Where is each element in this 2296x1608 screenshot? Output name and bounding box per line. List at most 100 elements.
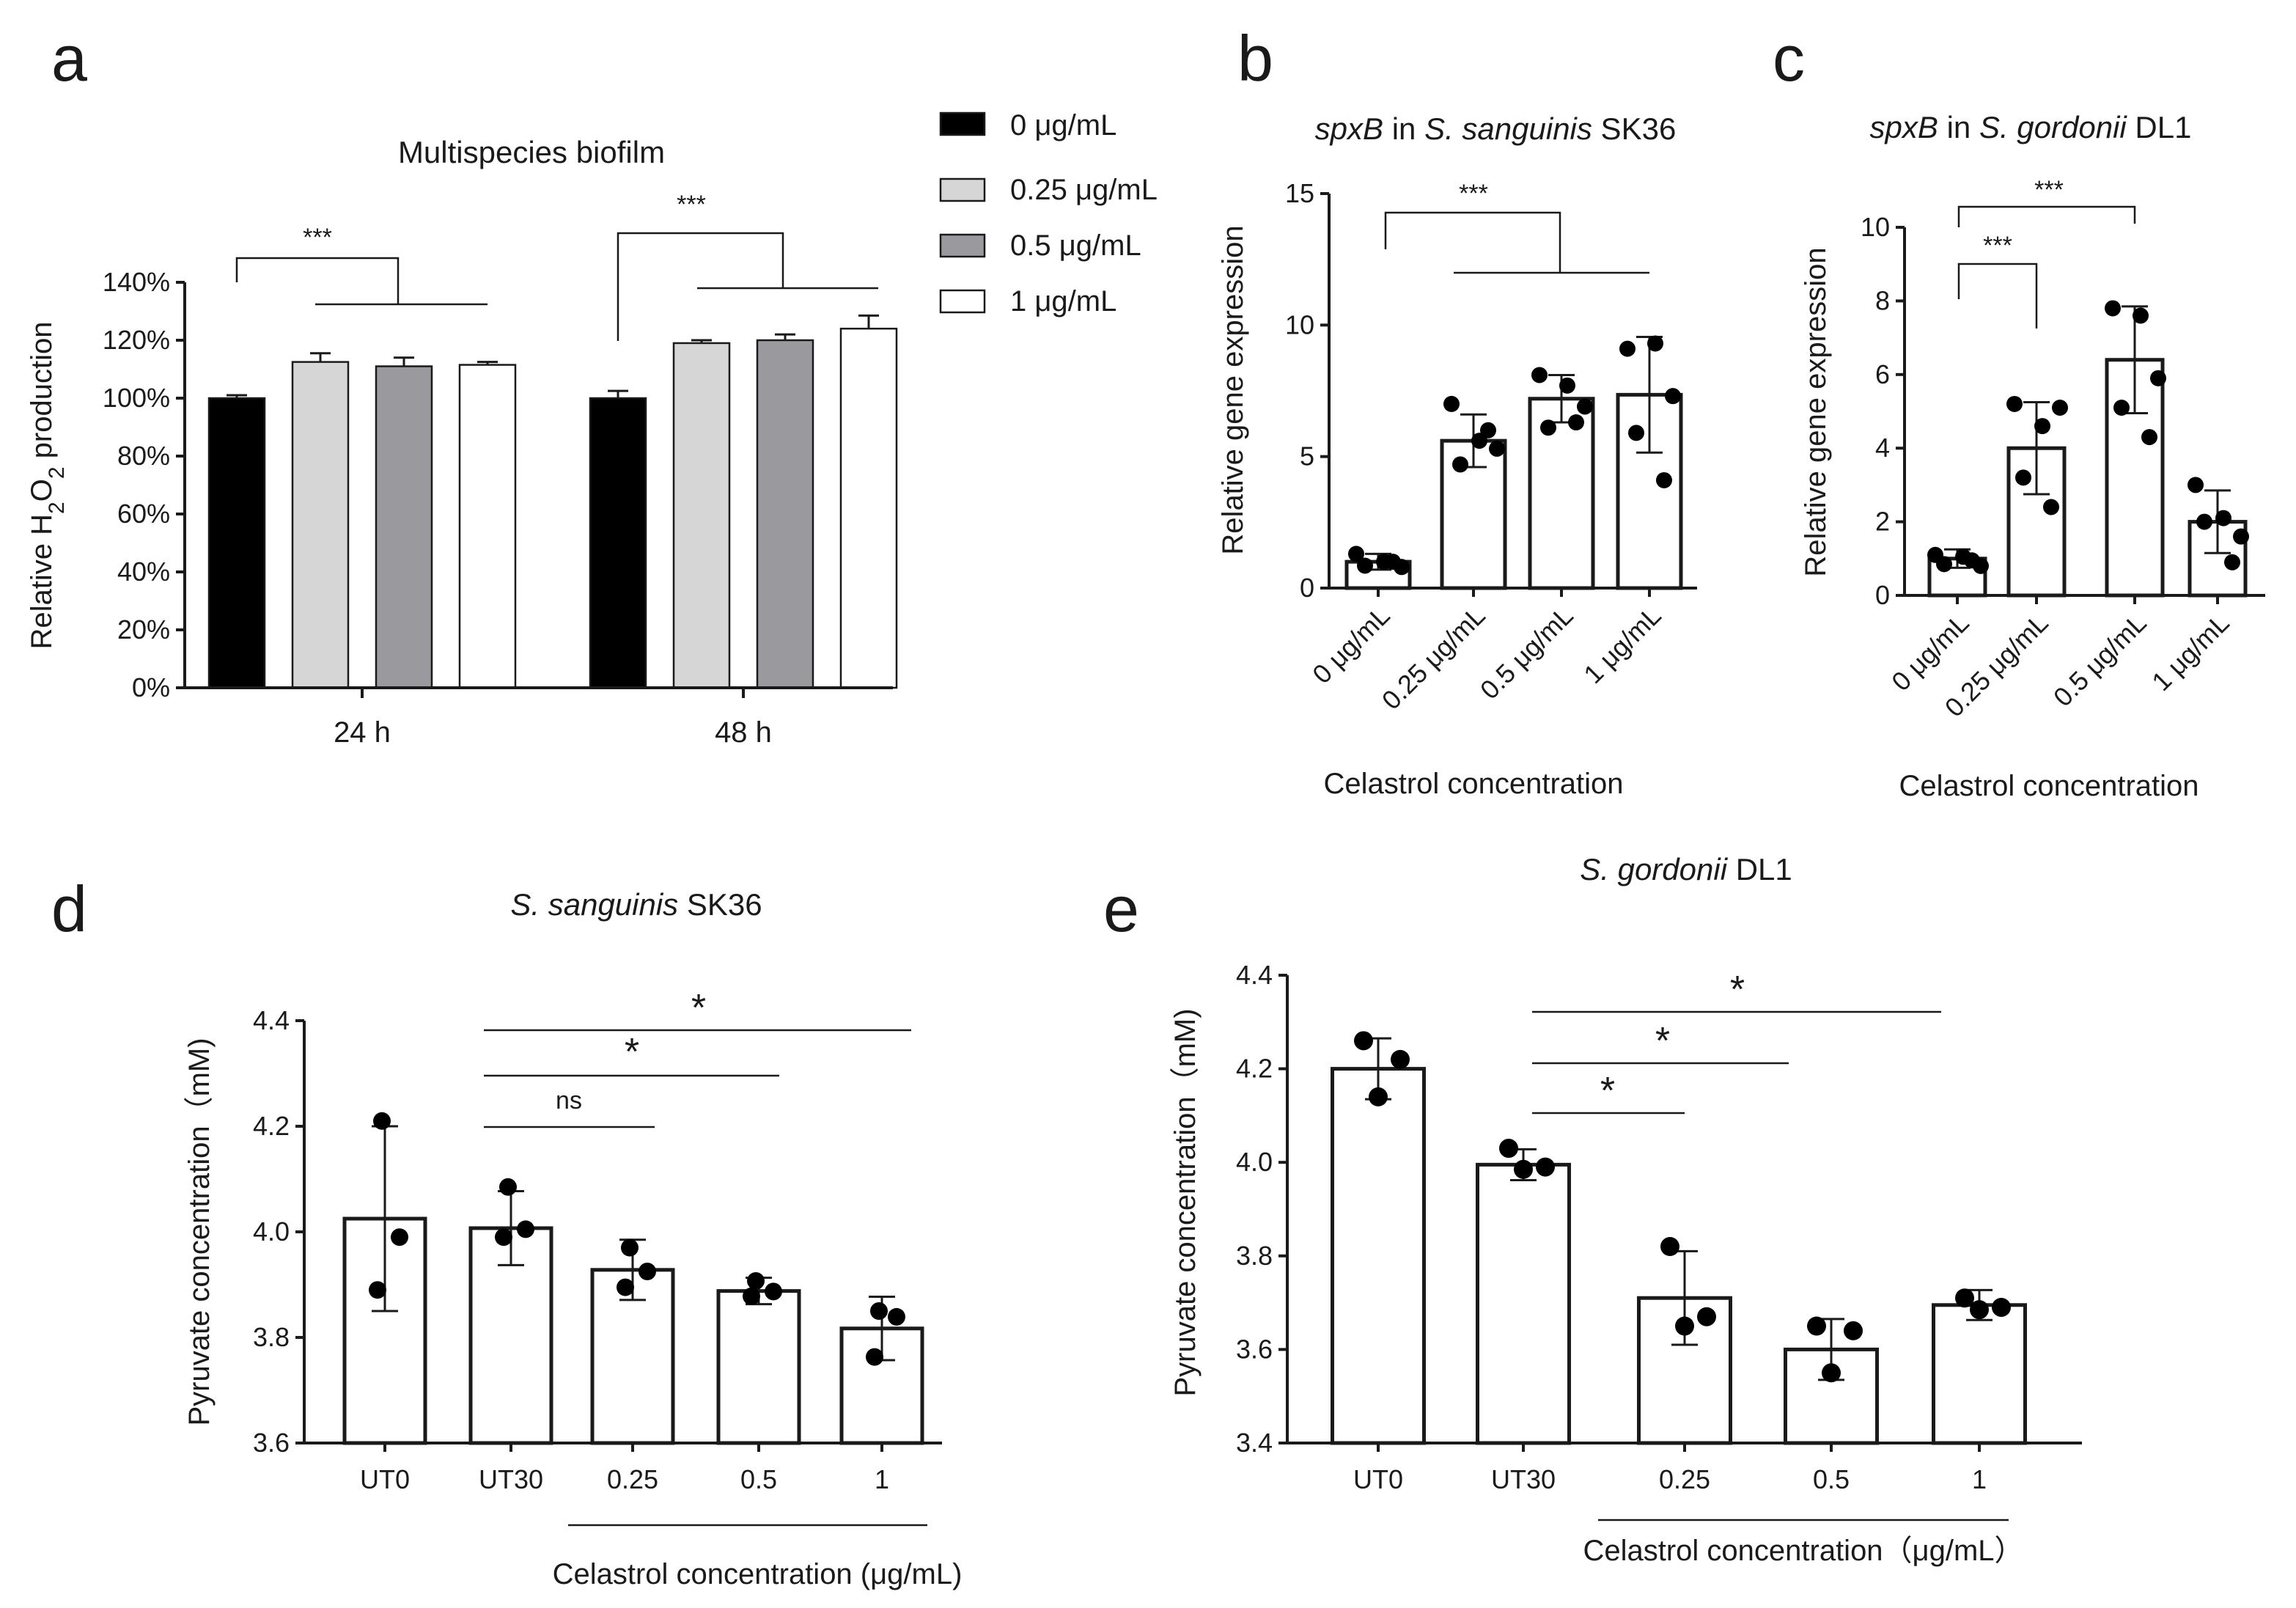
panel-b-data-point — [1656, 471, 1672, 488]
panel-a-bracket-48h — [617, 232, 878, 341]
panel-e-data-point — [1970, 1300, 1989, 1320]
panel-b-category-label: 0.5 μg/mL — [1474, 601, 1579, 705]
panel-d-data-point — [639, 1263, 656, 1280]
panel-e-bar — [1932, 1303, 2027, 1445]
panel-b-bar — [1528, 397, 1595, 590]
panel-a-sig-24h: *** — [303, 224, 332, 252]
panel-b-data-point — [1452, 456, 1468, 473]
panel-d-data-point — [743, 1287, 760, 1305]
panel-c-data-point — [2233, 528, 2249, 545]
panel-c-data-point — [2043, 499, 2059, 515]
panel-d-data-point — [888, 1307, 905, 1326]
panel-a-ytick-label: 80% — [117, 441, 170, 471]
panel-d-data-point — [870, 1302, 888, 1320]
panel-d-data-point — [866, 1348, 883, 1366]
panel-e-xlabel: Celastrol concentration（μg/mL） — [1583, 1535, 2023, 1567]
panel-c-data-point — [2224, 554, 2240, 570]
panel-e-category-label: UT0 — [1353, 1464, 1403, 1494]
panel-d-bar — [716, 1289, 801, 1445]
panel-d-category-label: UT0 — [360, 1464, 410, 1494]
panel-d-data-point — [495, 1228, 512, 1247]
panel-a-ytick-label: 60% — [117, 499, 170, 529]
panel-d-ytick-label: 4.4 — [253, 1005, 290, 1035]
panel-a-error-bar — [608, 389, 628, 398]
panel-d-data-point — [499, 1178, 517, 1196]
panel-a-error-bar — [858, 314, 879, 329]
panel-a-ylabel: Relative H2O2 production — [26, 322, 69, 650]
panel-d-ytick-label: 4.2 — [253, 1111, 290, 1141]
panel-d-ytick-label: 3.8 — [253, 1322, 290, 1352]
panel-c-xlabel: Celastrol concentration — [1899, 770, 2199, 802]
panel-c-data-point — [2006, 395, 2023, 412]
panel-b-data-point — [1647, 335, 1663, 352]
panel-d: S. sanguinis SK36 Pyruvate concentration… — [183, 887, 962, 1590]
panel-a-category-label: 48 h — [715, 716, 772, 749]
panel-d-data-point — [617, 1278, 634, 1296]
panel-c-error-bar — [2023, 400, 2050, 496]
panel-c-ytick-label: 8 — [1875, 285, 1890, 315]
panel-a-bar — [589, 397, 647, 689]
panel-a-sig-48h: *** — [677, 191, 706, 219]
legend-label-2: 0.5 μg/mL — [1010, 230, 1141, 262]
panel-e-bar — [1331, 1067, 1426, 1445]
panel-e-data-point — [1369, 1087, 1388, 1106]
panel-a-bar — [839, 327, 898, 689]
panel-e-ytick-label: 4.4 — [1236, 960, 1273, 990]
panel-b-data-point — [1665, 388, 1681, 405]
panel-d-data-point — [373, 1112, 391, 1130]
panel-a-ytick-label: 120% — [103, 325, 170, 355]
panel-a-error-bar — [310, 352, 331, 362]
panel-c-category-label: 1 μg/mL — [2146, 608, 2234, 697]
panel-b-sig: *** — [1459, 180, 1488, 208]
panel-e-sig-1: * — [1600, 1070, 1615, 1112]
panel-e-data-point — [1844, 1321, 1863, 1340]
panel-e-data-point — [1675, 1316, 1694, 1336]
panel-c-data-point — [2196, 513, 2212, 530]
panel-e-data-point — [1660, 1237, 1679, 1257]
panel-e-ytick-label: 4.0 — [1236, 1147, 1273, 1177]
panel-a-bar — [291, 361, 350, 689]
panel-a-bar — [458, 364, 517, 689]
panel-a-category-label: 24 h — [334, 716, 391, 749]
panel-e-data-point — [1992, 1297, 2011, 1317]
panel-e-title: S. gordonii DL1 — [1580, 852, 1792, 886]
panel-b-data-point — [1559, 377, 1575, 394]
panel-b-ylabel: Relative gene expression — [1217, 225, 1249, 554]
panel-a-bracket-24h — [235, 257, 487, 306]
panel-c-data-point — [2133, 307, 2149, 324]
panel-b-category-label: 0 μg/mL — [1306, 601, 1395, 689]
panel-c-sig-1: *** — [2034, 176, 2064, 204]
legend-swatch-0 — [939, 111, 986, 136]
panel-b-data-point — [1628, 425, 1644, 441]
panel-a-bar — [672, 342, 731, 689]
panel-d-category-label: UT30 — [479, 1464, 543, 1494]
panel-e-category-label: 0.5 — [1813, 1464, 1850, 1494]
panel-d-data-point — [747, 1271, 765, 1290]
panel-e-data-point — [1536, 1157, 1555, 1177]
panel-a: Multispecies biofilm Relative H2O2 produ… — [26, 135, 898, 749]
panel-c-data-point — [2215, 510, 2231, 526]
panel-e-category-label: 1 — [1972, 1464, 1987, 1494]
panel-e-ytick-label: 3.4 — [1236, 1428, 1273, 1458]
legend-label-3: 1 μg/mL — [1010, 285, 1116, 317]
panel-e-category-label: 0.25 — [1659, 1464, 1710, 1494]
panel-e-sig-3: * — [1730, 969, 1745, 1011]
panel-b-data-point — [1568, 414, 1584, 431]
panel-e-data-point — [1354, 1031, 1373, 1051]
panel-c-bracket-1 — [1957, 205, 2136, 227]
panel-e-ytick-label: 4.2 — [1236, 1054, 1273, 1084]
panel-d-data-point — [517, 1220, 534, 1238]
panel-label-c: c — [1773, 22, 1805, 95]
panel-b-data-point — [1480, 422, 1496, 438]
panel-b-title: spxB in S. sanguinis SK36 — [1315, 111, 1677, 146]
panel-b-ytick-label: 10 — [1285, 309, 1314, 339]
panel-a-ytick-label: 100% — [103, 383, 170, 413]
panel-e-data-point — [1391, 1049, 1410, 1069]
panel-d-title: S. sanguinis SK36 — [510, 887, 762, 922]
panel-d-data-point — [765, 1282, 782, 1301]
panel-a-ytick-label: 0% — [132, 672, 170, 702]
panel-a-bar — [207, 397, 266, 689]
panel-e-data-point — [1514, 1159, 1533, 1179]
panel-a-ytick-label: 20% — [117, 614, 170, 645]
